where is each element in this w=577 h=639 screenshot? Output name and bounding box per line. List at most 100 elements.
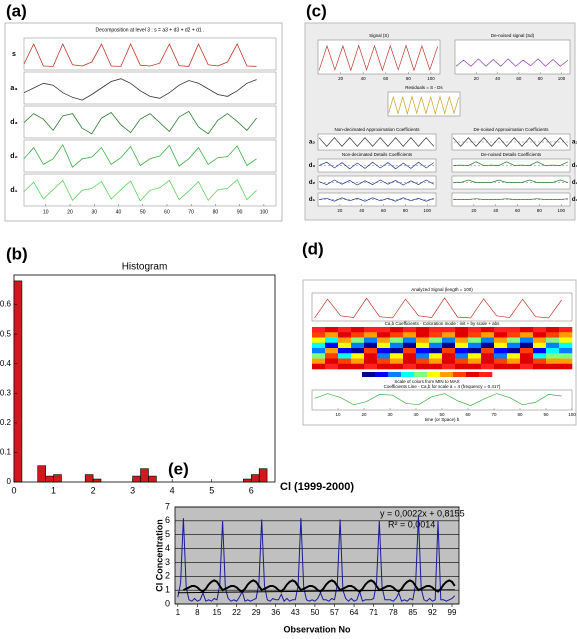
heat-cell [533, 358, 547, 365]
y-tick-label: 5 [165, 529, 170, 539]
subplot-label: d₂ [572, 180, 577, 186]
x-tick-label: 50 [310, 608, 319, 617]
heat-cell [312, 332, 326, 338]
subplot-title: Non-decimated Details Coefficients [342, 152, 413, 157]
heat-cell [442, 358, 456, 365]
heat-cell [403, 332, 417, 338]
x-tick-label: 3 [130, 485, 135, 495]
x-tick-label: 10 [335, 412, 341, 417]
subplot-label: a₃ [309, 140, 315, 146]
heat-cell [351, 363, 365, 370]
heat-cell [546, 348, 560, 354]
x-axis-title: Observation No [283, 624, 351, 634]
heat-cell [455, 337, 469, 344]
heat-cell [546, 342, 560, 349]
heat-cell [533, 337, 547, 344]
heat-cell [377, 327, 391, 333]
subplot-title: De-noised Details Coefficients [481, 152, 542, 157]
heat-cell [351, 353, 365, 359]
heat-cell [533, 342, 547, 349]
heat-cell [312, 353, 326, 359]
subplot-label: d₃ [572, 163, 577, 169]
subplot-label: a₃ [572, 140, 577, 146]
bar [13, 280, 23, 483]
heat-cell [455, 358, 469, 365]
heat-cell [416, 353, 430, 359]
x-tick-label: 30 [91, 209, 97, 215]
y-tick-label: 0.6 [0, 300, 12, 309]
heat-cell [546, 358, 560, 365]
x-tick-label: 29 [252, 608, 261, 617]
heat-cell [416, 342, 430, 349]
colorbar-swatch [453, 372, 467, 377]
panel-label: (a) [6, 1, 27, 20]
x-tick-label: 60 [516, 76, 522, 81]
trend-equation: y = 0,0022x + 0,8155 [380, 508, 465, 518]
subplot-title: De-noised Approximation Coefficients [474, 127, 550, 132]
x-tick-label: 40 [495, 76, 501, 81]
heat-cell [494, 363, 508, 370]
x-tick-label: 64 [350, 608, 359, 617]
x-tick-label: 80 [403, 208, 409, 213]
heat-cell [429, 337, 443, 344]
heat-cell [520, 358, 534, 365]
y-tick-label: 0.3 [0, 388, 12, 397]
heat-cell [455, 327, 469, 333]
x-tick-label: 50 [439, 412, 445, 417]
line [318, 179, 434, 186]
heat-cell [403, 353, 417, 359]
heat-cell [351, 358, 365, 365]
heat-cell [442, 332, 456, 338]
heat-cell [533, 363, 547, 370]
heat-cell [390, 363, 404, 370]
x-tick-label: 80 [537, 208, 543, 213]
heat-cell [442, 348, 456, 354]
heat-cell [325, 332, 339, 338]
heat-cell [312, 363, 326, 370]
heat-cell [455, 353, 469, 359]
heat-cell [559, 358, 573, 365]
y-axis-title: Cl Concentration [154, 519, 164, 592]
trendline [177, 589, 455, 594]
x-tick-label: 50 [140, 209, 146, 215]
heat-cell [364, 348, 378, 354]
heat-cell [377, 363, 391, 370]
heat-cell [403, 342, 417, 349]
heat-cell [468, 358, 482, 365]
colorbar-swatch [388, 372, 402, 377]
y-tick-label: 0 [7, 477, 12, 486]
colorbar-swatch [414, 372, 428, 377]
heat-cell [494, 353, 508, 359]
x-tick-label: 99 [448, 608, 457, 617]
heat-cell [429, 348, 443, 354]
heat-cell [533, 327, 547, 333]
x-tick-label: 8 [195, 608, 200, 617]
heat-cell [416, 358, 430, 365]
line [319, 197, 434, 202]
bar [45, 475, 54, 483]
x-tick-label: 100 [424, 208, 432, 213]
bar [243, 478, 252, 483]
subplot-title: De-noised signal (Sd) [491, 33, 535, 38]
plot-frame [13, 274, 276, 483]
heat-cell [390, 342, 404, 349]
line [177, 516, 456, 603]
bar [84, 474, 94, 483]
x-tick-label: 20 [474, 76, 480, 81]
heat-cell [481, 363, 495, 370]
heat-cell [312, 342, 326, 349]
line [453, 198, 568, 200]
heat-cell [442, 353, 456, 359]
bar [258, 468, 268, 483]
colorbar-swatch [440, 372, 454, 377]
x-tick-label: 40 [493, 208, 499, 213]
heat-cell [338, 358, 352, 365]
heat-cell [507, 337, 521, 344]
heat-cell [468, 348, 482, 354]
heat-cell [559, 348, 573, 354]
x-tick-label: 40 [361, 76, 367, 81]
row-label: a₃ [10, 85, 17, 92]
heat-cell [416, 327, 430, 333]
heat-cell [468, 363, 482, 370]
x-tick-label: 60 [164, 209, 170, 215]
